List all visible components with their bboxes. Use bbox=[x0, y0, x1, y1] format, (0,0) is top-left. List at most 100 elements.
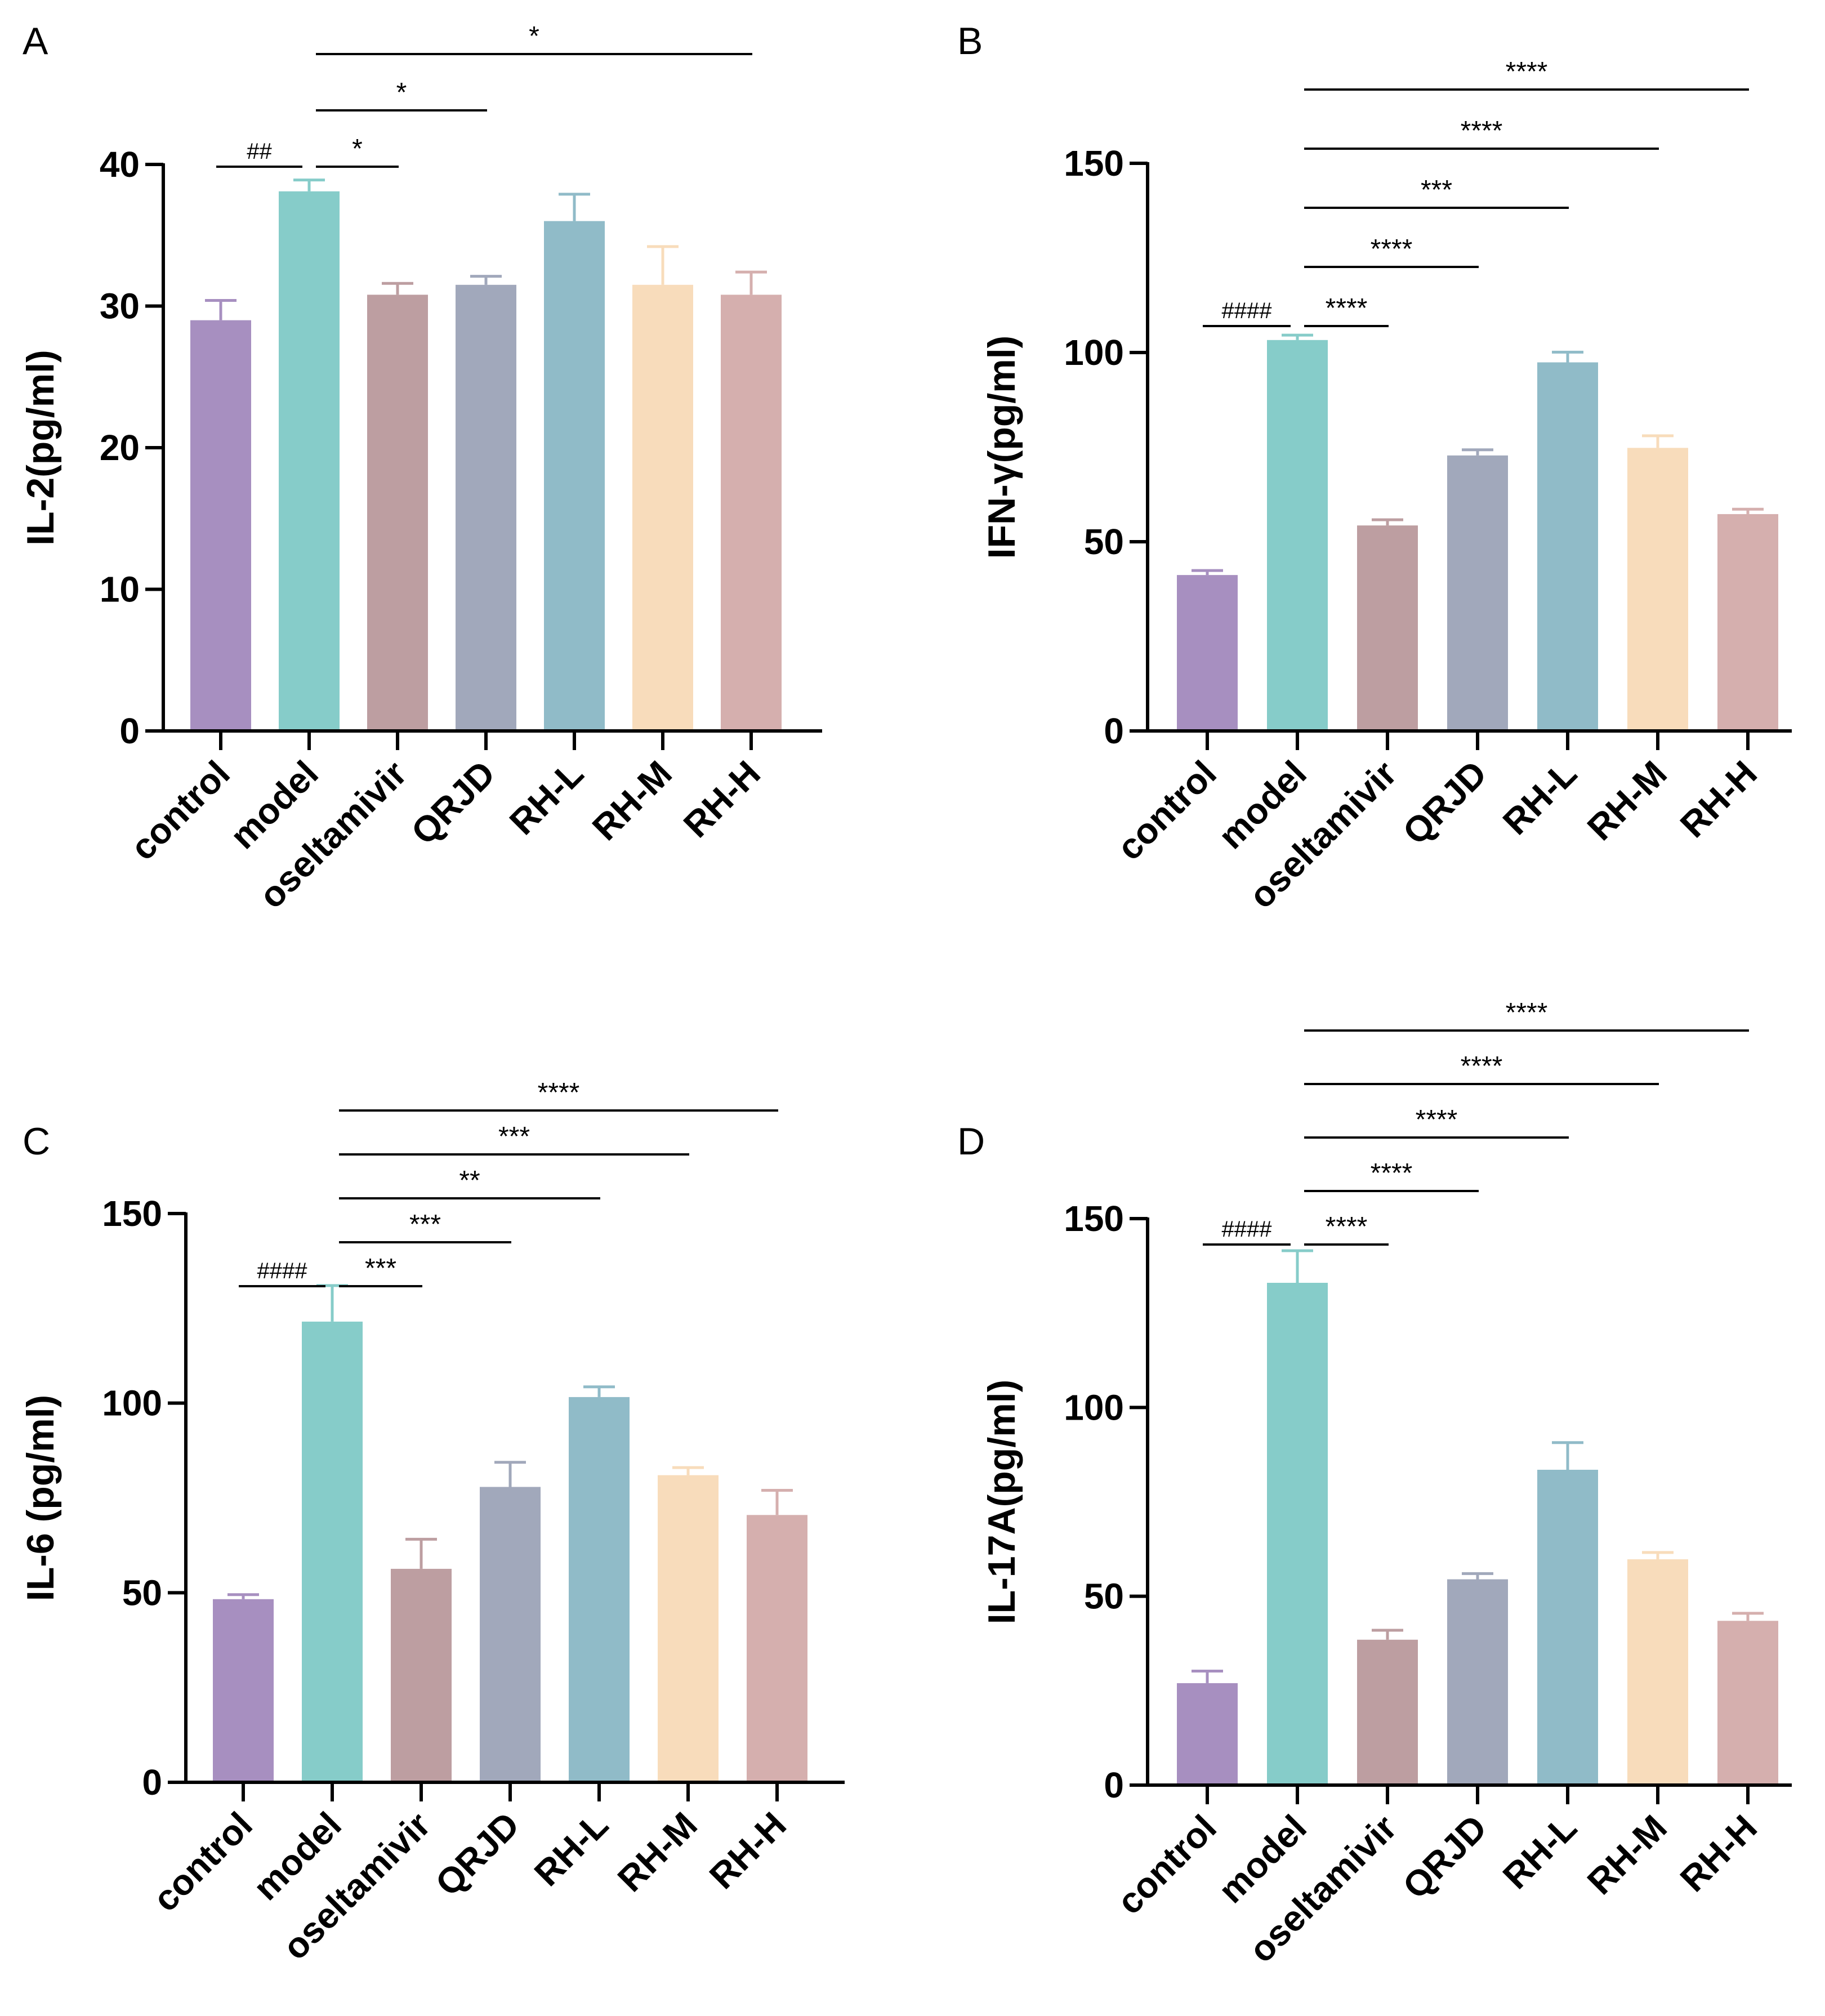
y-tick-label: 150 bbox=[102, 1193, 162, 1234]
x-tick-label-rh-l: RH-L bbox=[1495, 753, 1585, 842]
significance-label: *** bbox=[365, 1254, 396, 1283]
bar-qrjd bbox=[1447, 455, 1508, 731]
x-tick-label-rh-h: RH-H bbox=[1672, 753, 1765, 845]
x-tick-label-rh-l: RH-L bbox=[526, 1804, 616, 1894]
y-tick-label: 100 bbox=[102, 1383, 162, 1424]
significance-label: #### bbox=[1222, 298, 1273, 323]
bar-model bbox=[302, 1321, 363, 1782]
y-axis-title: IL-17A(pg/ml) bbox=[980, 1380, 1023, 1624]
x-tick-label-rh-h: RH-H bbox=[676, 753, 768, 845]
panel-letter: A bbox=[23, 20, 48, 63]
significance-label: * bbox=[352, 134, 363, 164]
significance-label: **** bbox=[1371, 234, 1413, 264]
x-tick-label-rh-m: RH-M bbox=[610, 1804, 705, 1899]
panel-letter: C bbox=[23, 1120, 50, 1163]
significance-label: #### bbox=[257, 1259, 308, 1283]
x-tick-label-control: control bbox=[1109, 1807, 1224, 1922]
bar-control bbox=[1177, 1683, 1238, 1785]
significance-label: *** bbox=[498, 1122, 530, 1152]
significance-label: **** bbox=[1371, 1158, 1413, 1188]
x-tick-label-qrjd: QRJD bbox=[1395, 1807, 1494, 1907]
y-tick-label: 0 bbox=[119, 711, 140, 751]
y-tick-label: 20 bbox=[100, 427, 140, 468]
bar-qrjd bbox=[480, 1487, 541, 1782]
y-tick-label: 0 bbox=[1104, 1765, 1124, 1805]
x-tick-label-qrjd: QRJD bbox=[1395, 753, 1494, 853]
bar-rh-h bbox=[747, 1515, 807, 1782]
bar-rh-h bbox=[721, 295, 782, 731]
bar-rh-m bbox=[1627, 1559, 1688, 1785]
x-tick-label-control: control bbox=[145, 1804, 260, 1919]
x-tick-label-rh-l: RH-L bbox=[1495, 1807, 1585, 1897]
significance-label: *** bbox=[409, 1210, 441, 1239]
x-tick-label-rh-m: RH-M bbox=[1579, 1807, 1675, 1902]
significance-label: ** bbox=[459, 1166, 480, 1196]
x-tick-label-control: control bbox=[1109, 753, 1224, 868]
y-tick-label: 40 bbox=[100, 144, 140, 185]
significance-label: **** bbox=[1506, 998, 1548, 1028]
y-tick-label: 50 bbox=[1084, 521, 1124, 562]
bar-oseltamivir bbox=[1357, 525, 1418, 731]
y-axis-title: IL-2(pg/ml) bbox=[19, 350, 62, 546]
significance-label: #### bbox=[1222, 1217, 1273, 1242]
bar-rh-h bbox=[1717, 514, 1778, 731]
y-tick-label: 50 bbox=[122, 1572, 162, 1613]
y-tick-label: 150 bbox=[1064, 1198, 1124, 1239]
bar-model bbox=[1267, 1283, 1328, 1785]
bar-rh-l bbox=[544, 221, 605, 732]
y-tick-label: 10 bbox=[100, 569, 140, 610]
y-axis-title: IFN-γ(pg/ml) bbox=[980, 336, 1023, 559]
significance-label: **** bbox=[1326, 1212, 1368, 1242]
significance-label: * bbox=[529, 21, 539, 51]
x-tick-label-qrjd: QRJD bbox=[427, 1804, 527, 1904]
bar-control bbox=[190, 320, 251, 731]
significance-label: *** bbox=[1421, 175, 1452, 205]
bar-oseltamivir bbox=[391, 1568, 452, 1782]
bar-rh-l bbox=[569, 1397, 630, 1782]
y-axis-title: IL-6 (pg/ml) bbox=[19, 1395, 62, 1601]
bar-rh-l bbox=[1537, 1469, 1598, 1785]
bar-oseltamivir bbox=[1357, 1639, 1418, 1785]
bar-qrjd bbox=[1447, 1579, 1508, 1785]
panel-letter: B bbox=[957, 20, 983, 63]
y-tick-label: 30 bbox=[100, 286, 140, 327]
bar-control bbox=[1177, 575, 1238, 731]
bar-rh-m bbox=[1627, 448, 1688, 731]
x-tick-label-rh-m: RH-M bbox=[1579, 753, 1675, 848]
x-tick-label-rh-h: RH-H bbox=[702, 1804, 794, 1897]
bar-model bbox=[279, 191, 340, 731]
bar-control bbox=[213, 1599, 274, 1782]
x-tick-label-rh-l: RH-L bbox=[502, 753, 591, 842]
x-tick-label-rh-m: RH-M bbox=[584, 753, 680, 848]
bar-model bbox=[1267, 340, 1328, 731]
panel-letter: D bbox=[957, 1120, 985, 1163]
significance-label: **** bbox=[1461, 116, 1503, 146]
x-tick-label-rh-h: RH-H bbox=[1672, 1807, 1765, 1899]
significance-label: **** bbox=[1416, 1105, 1458, 1135]
significance-label: **** bbox=[538, 1078, 580, 1108]
significance-label: **** bbox=[1326, 293, 1368, 323]
bar-rh-m bbox=[632, 284, 693, 731]
y-tick-label: 0 bbox=[1104, 711, 1124, 751]
bar-rh-m bbox=[658, 1475, 719, 1782]
significance-label: **** bbox=[1461, 1051, 1503, 1081]
chart-panel-a: A010203040controlmodeloseltamivirQRJDRH-… bbox=[19, 20, 822, 916]
y-tick-label: 0 bbox=[142, 1762, 162, 1803]
y-tick-label: 100 bbox=[1064, 1387, 1124, 1428]
significance-label: ## bbox=[247, 139, 272, 164]
bar-qrjd bbox=[456, 284, 516, 731]
bar-oseltamivir bbox=[367, 295, 428, 731]
y-tick-label: 50 bbox=[1084, 1576, 1124, 1617]
x-tick-label-qrjd: QRJD bbox=[403, 753, 503, 853]
y-tick-label: 150 bbox=[1064, 143, 1124, 184]
significance-label: * bbox=[396, 78, 407, 108]
y-tick-label: 100 bbox=[1064, 332, 1124, 373]
bar-rh-l bbox=[1537, 362, 1598, 731]
significance-label: **** bbox=[1506, 57, 1548, 87]
x-tick-label-control: control bbox=[123, 753, 238, 868]
bar-rh-h bbox=[1717, 1621, 1778, 1785]
